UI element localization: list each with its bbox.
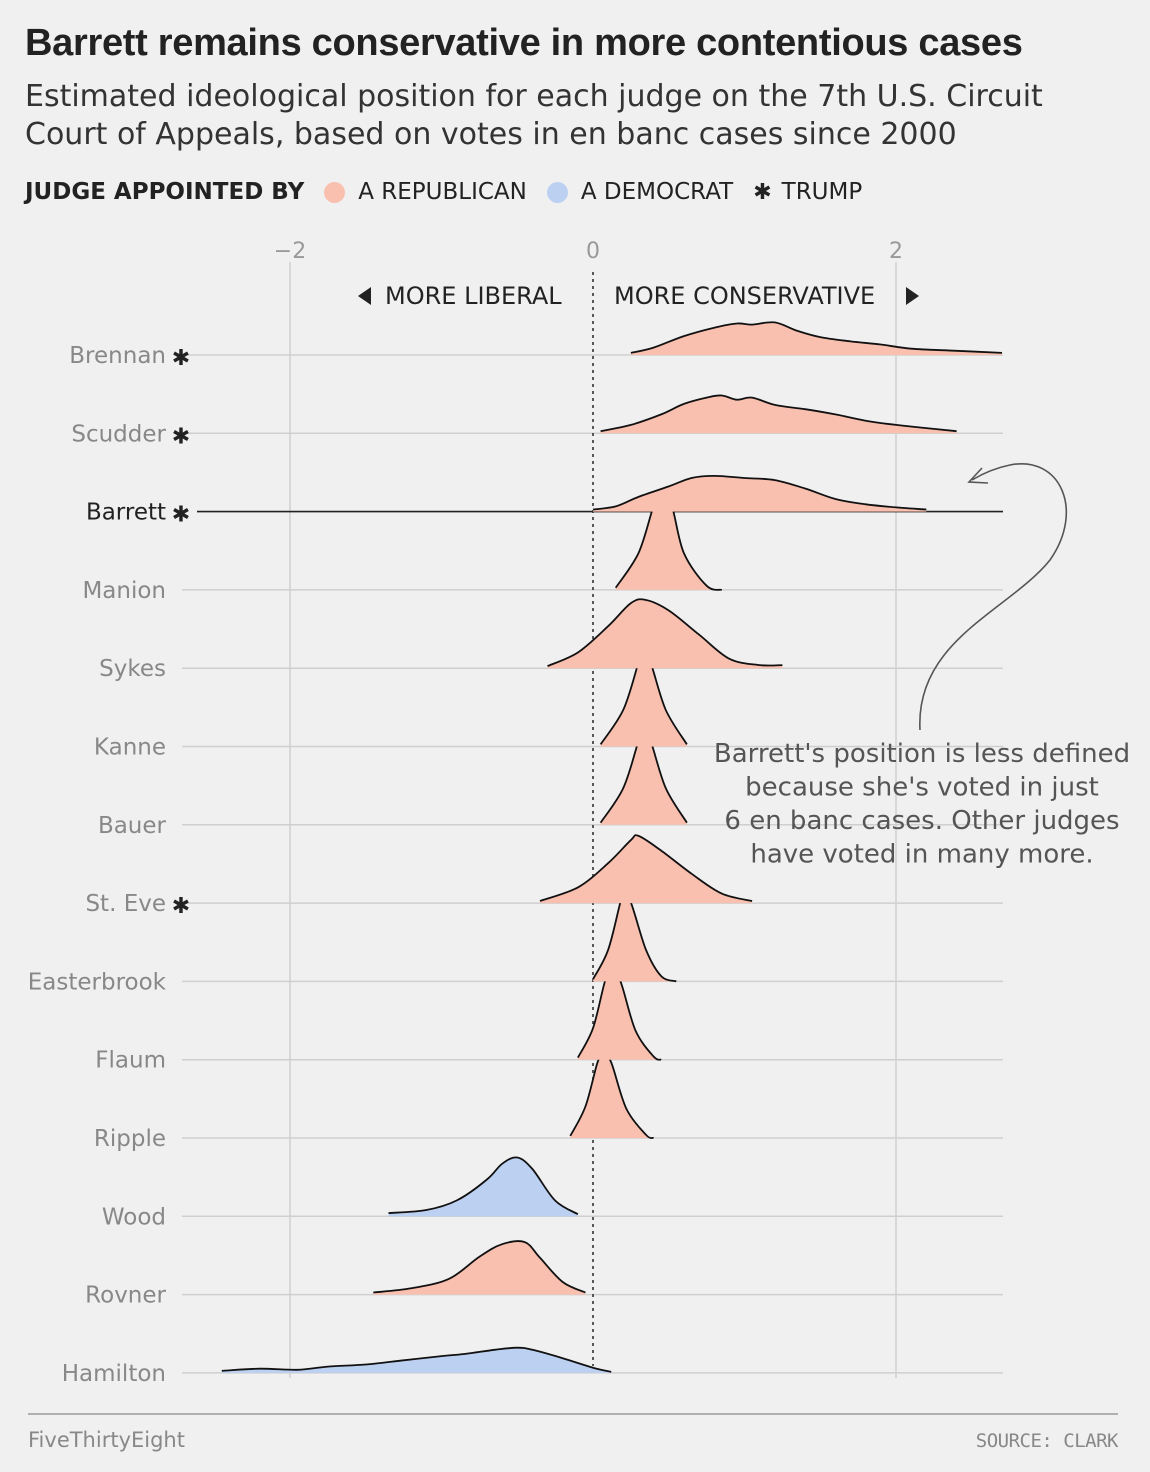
density-fill-kanne [600,648,687,747]
density-fill-wood [388,1157,578,1217]
trump-asterisk-icon: ✱ [172,503,190,528]
judge-label-wood: Wood [102,1204,166,1230]
density-curve-brennan [630,321,1003,354]
x-tick-label: 2 [889,239,903,264]
annotation-arrow [919,463,1067,731]
judge-label-easterbrook: Easterbrook [28,969,167,995]
annotation-note-line: Barrett's position is less defined [714,739,1130,769]
density-curve-sykes [547,598,783,667]
density-curve-scudder [600,394,957,433]
source-credit: SOURCE: CLARK [975,1430,1119,1452]
x-tick-label: 0 [586,239,600,264]
democrat-swatch [546,181,568,203]
chart-subtitle: Estimated ideological position for each … [25,79,1043,152]
judge-label-steve: St. Eve [85,891,166,917]
density-curve-rovner [373,1240,586,1294]
republican-swatch [324,181,346,203]
judge-label-brennan: Brennan [69,343,166,369]
ridgeline-chart: −2 0 2 MORE LIBERAL MORE CONSERVATIVE Brennan… [28,239,1130,1387]
density-fill-hamilton [221,1347,612,1373]
density-fill-rovner [373,1241,586,1295]
density-curve-wood [388,1156,579,1215]
legend-item-republican: A REPUBLICAN [324,179,527,205]
chart-title: Barrett remains conservative in more con… [25,22,1023,64]
density-fill-sykes [547,599,783,669]
annotation-note-line: because she's voted in just [745,773,1099,803]
density-fill-brennan [630,322,1002,355]
judge-label-ripple: Ripple [94,1126,166,1152]
trump-asterisk-icon: ✱ [172,894,190,919]
density-fill-ripple [570,1053,654,1139]
brand-logo: FiveThirtyEight [28,1428,185,1452]
judge-label-rovner: Rovner [85,1283,166,1309]
annotation-note-line: have voted in many more. [750,840,1093,870]
annotation-arrowhead-icon [967,467,989,484]
density-fill-barrett [593,475,927,512]
left-arrow-icon [358,287,371,305]
density-curve-barrett [592,475,927,511]
density-fill-flaum [577,973,662,1060]
trump-asterisk-icon: ✱ [172,346,190,371]
annotation-note-line: 6 en banc cases. Other judges [724,806,1119,836]
density-fill-scudder [600,395,957,434]
density-fill-bauer [600,727,687,825]
judge-label-kanne: Kanne [94,735,166,761]
judge-label-scudder: Scudder [71,421,166,447]
legend: JUDGE APPOINTED BY A REPUBLICAN A DEMOCR… [25,176,882,208]
legend-republican-label: A REPUBLICAN [358,179,527,205]
x-tick-label: −2 [274,239,306,264]
judge-label-bauer: Bauer [98,813,167,839]
trump-asterisk-icon: ✱ [172,424,190,449]
legend-democrat-label: A DEMOCRAT [580,179,734,205]
density-curve-hamilton [221,1346,612,1373]
legend-label: JUDGE APPOINTED BY [25,179,305,205]
legend-item-trump: ✱ TRUMP [753,179,862,205]
trump-asterisk-icon: ✱ [753,179,772,205]
judge-label-manion: Manion [82,578,166,604]
more-conservative-label: MORE CONSERVATIVE [614,282,875,310]
judge-label-sykes: Sykes [99,656,166,682]
density-fill-easterbrook [593,895,677,982]
density-curve-steve [539,834,753,902]
footer-divider [28,1413,1118,1415]
density-fill-steve [540,835,753,904]
density-fill-manion [615,490,722,590]
legend-trump-label: TRUMP [781,179,863,205]
legend-item-democrat: A DEMOCRAT [546,179,734,205]
judge-label-barrett: Barrett [86,500,166,526]
more-liberal-label: MORE LIBERAL [385,282,562,310]
right-arrow-icon [906,287,919,305]
judge-label-hamilton: Hamilton [62,1361,166,1387]
judge-label-flaum: Flaum [95,1048,166,1074]
